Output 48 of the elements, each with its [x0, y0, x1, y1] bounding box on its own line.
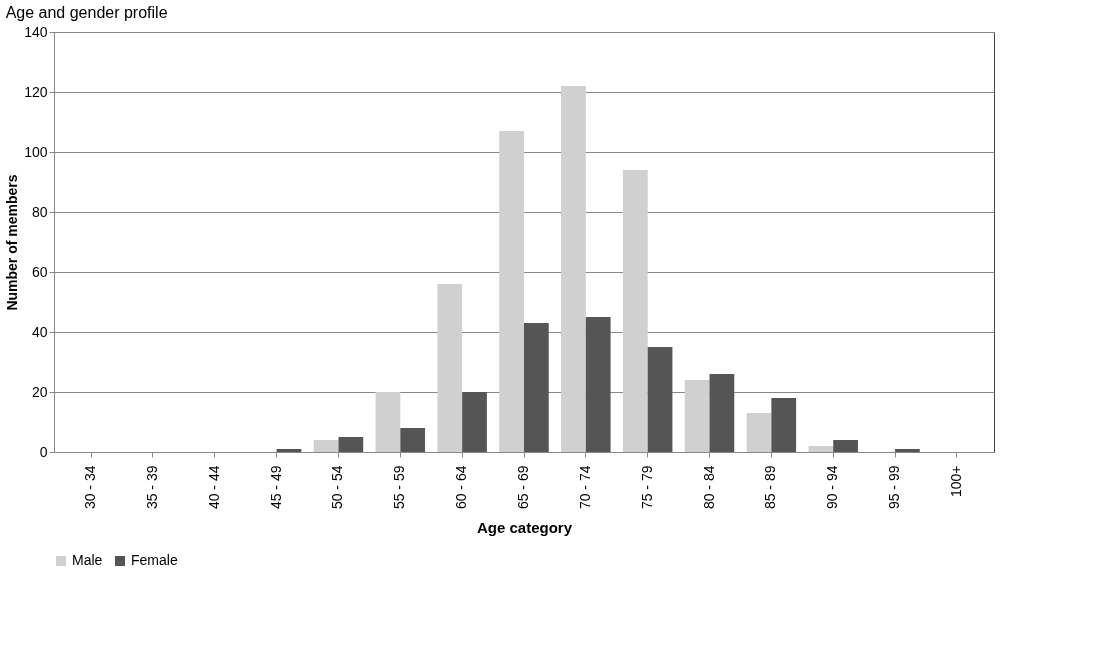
- bar: [709, 374, 735, 452]
- y-tick-label: 20: [31, 383, 48, 400]
- bar: [313, 440, 339, 452]
- bar: [437, 284, 463, 452]
- x-tick-label: 60 - 64: [453, 465, 470, 510]
- y-axis-title: Number of members: [4, 174, 21, 311]
- x-tick-label: 75 - 79: [638, 465, 655, 510]
- bar: [499, 131, 524, 452]
- x-tick-label: 45 - 49: [267, 465, 284, 510]
- x-tick-label: 95 - 99: [886, 465, 903, 510]
- y-tick-label: 100: [24, 143, 48, 160]
- bar: [524, 323, 549, 452]
- x-tick-label: 35 - 39: [143, 465, 160, 510]
- x-tick-label: 80 - 84: [700, 465, 717, 510]
- bar: [338, 437, 364, 452]
- x-tick-label: 90 - 94: [824, 465, 841, 510]
- bar: [400, 428, 426, 452]
- y-tick-label: 60: [31, 263, 48, 280]
- chart-title: Age and gender profile: [5, 4, 168, 21]
- y-tick-label: 40: [31, 323, 48, 340]
- y-tick-label: 120: [24, 83, 48, 100]
- bar: [375, 392, 401, 452]
- bar: [561, 86, 586, 452]
- y-tick-label: 0: [39, 443, 48, 460]
- bar: [833, 440, 858, 452]
- x-tick-label: 40 - 44: [205, 465, 222, 510]
- bar: [808, 446, 834, 452]
- bar: [622, 170, 648, 452]
- x-tick-label: 100+: [947, 465, 964, 498]
- bar: [276, 449, 302, 452]
- x-tick-label: 55 - 59: [391, 465, 408, 510]
- bar: [647, 347, 673, 452]
- bar: [585, 317, 611, 452]
- bar: [684, 380, 710, 452]
- y-tick-label: 140: [24, 23, 48, 40]
- bar: [462, 392, 487, 452]
- y-tick-label: 80: [31, 203, 48, 220]
- x-tick-label: 30 - 34: [82, 465, 99, 510]
- legend-label: Female: [131, 552, 178, 568]
- bar: [895, 449, 920, 452]
- legend-label: Male: [72, 552, 103, 568]
- x-axis-title: Age category: [476, 519, 573, 537]
- x-tick-label: 70 - 74: [576, 465, 593, 510]
- x-tick-label: 65 - 69: [515, 465, 531, 510]
- x-tick-label: 85 - 89: [762, 465, 779, 510]
- bar: [746, 413, 772, 452]
- x-tick-label: 50 - 54: [329, 465, 346, 510]
- bar: [771, 398, 797, 452]
